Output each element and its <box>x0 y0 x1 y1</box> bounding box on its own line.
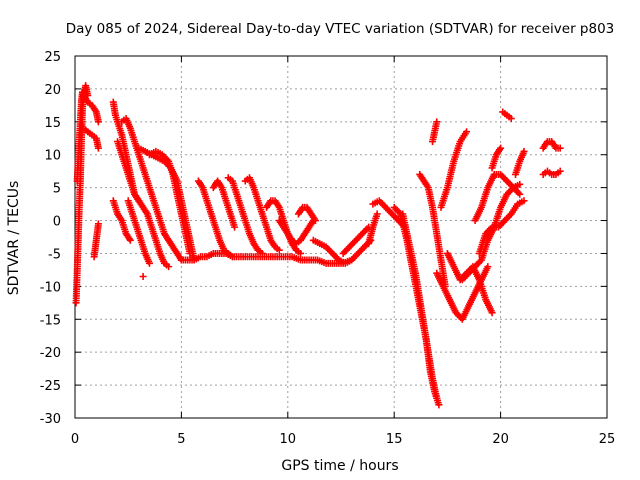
series-group <box>194 177 236 261</box>
data-point <box>520 197 528 205</box>
series-group <box>224 174 266 257</box>
data-point <box>78 88 86 96</box>
data-point <box>94 118 102 126</box>
series-group <box>109 197 134 244</box>
data-point <box>94 220 102 228</box>
x-tick-label: 15 <box>386 432 403 447</box>
y-tick-label: -15 <box>40 313 61 328</box>
data-point <box>165 263 173 271</box>
data-point <box>433 118 441 126</box>
data-point <box>126 236 134 244</box>
data-point <box>556 167 564 175</box>
y-tick-label: 10 <box>44 149 61 164</box>
series-group <box>275 217 317 248</box>
x-tick-label: 5 <box>177 432 185 447</box>
series-group <box>433 263 492 323</box>
data-point <box>258 249 266 257</box>
y-tick-label: 20 <box>44 83 61 98</box>
series-group <box>339 223 373 257</box>
y-axis-label: SDTVAR / TECUs <box>6 181 22 296</box>
data-point <box>488 309 496 317</box>
data-point <box>186 249 194 257</box>
data-point <box>433 394 441 402</box>
series-group <box>365 210 381 248</box>
data-point <box>145 259 153 267</box>
data-point <box>463 128 471 136</box>
series-group <box>80 91 102 126</box>
data-point <box>139 272 147 280</box>
data-point <box>311 217 319 225</box>
data-point <box>497 144 505 152</box>
data-point <box>297 249 305 257</box>
y-tick-label: 15 <box>44 116 61 131</box>
series-group <box>471 170 524 225</box>
y-tick-label: -5 <box>48 247 61 262</box>
y-tick-label: -30 <box>40 412 61 427</box>
data-point <box>435 401 443 409</box>
series-group <box>443 249 496 317</box>
series-group <box>309 236 375 267</box>
series-group <box>73 88 86 185</box>
data-point <box>556 144 564 152</box>
series-group <box>539 167 564 178</box>
series-group <box>499 108 515 123</box>
series-group <box>429 118 441 146</box>
series-group <box>458 180 524 284</box>
series-group <box>539 138 564 152</box>
series-group <box>437 128 471 211</box>
series-group <box>416 170 449 290</box>
data-point <box>484 263 492 271</box>
y-tick-label: -10 <box>40 280 61 295</box>
series-group <box>241 174 283 254</box>
data-point <box>373 210 381 218</box>
x-tick-label: 25 <box>599 432 616 447</box>
series-group <box>80 124 102 152</box>
y-tick-label: -20 <box>40 346 61 361</box>
x-tick-label: 10 <box>280 432 297 447</box>
series-group <box>90 220 102 261</box>
y-tick-label: 5 <box>53 182 61 197</box>
y-tick-label: -25 <box>40 379 61 394</box>
series-group <box>145 147 194 257</box>
series-group <box>139 272 147 280</box>
data-point <box>520 147 528 155</box>
y-tick-label: 0 <box>53 215 61 230</box>
data-point <box>507 115 515 123</box>
series-group <box>511 147 528 178</box>
series-group <box>209 177 239 231</box>
data-point <box>228 253 236 261</box>
series-group <box>390 203 443 409</box>
x-axis-label: GPS time / hours <box>281 458 398 474</box>
data-point <box>516 190 524 198</box>
data-point <box>516 180 524 188</box>
data-point <box>275 246 283 254</box>
series-group <box>399 210 441 402</box>
series-group <box>294 203 319 225</box>
series-group <box>488 144 505 172</box>
data-markers <box>72 82 564 409</box>
chart-title: Day 085 of 2024, Sidereal Day-to-day VTE… <box>66 21 615 37</box>
x-tick-label: 0 <box>71 432 79 447</box>
data-point <box>94 144 102 152</box>
plot-frame <box>74 55 608 419</box>
y-tick-label: 25 <box>44 50 61 65</box>
axis-ticks: 0 5 10 15 20 25 25 20 15 10 5 0 -5 -10 -15 -20 -25 -30 <box>40 50 616 447</box>
series-group <box>124 197 153 267</box>
x-tick-label: 20 <box>492 432 509 447</box>
data-point <box>231 223 239 231</box>
series-group <box>114 138 173 271</box>
series-group <box>475 197 528 257</box>
